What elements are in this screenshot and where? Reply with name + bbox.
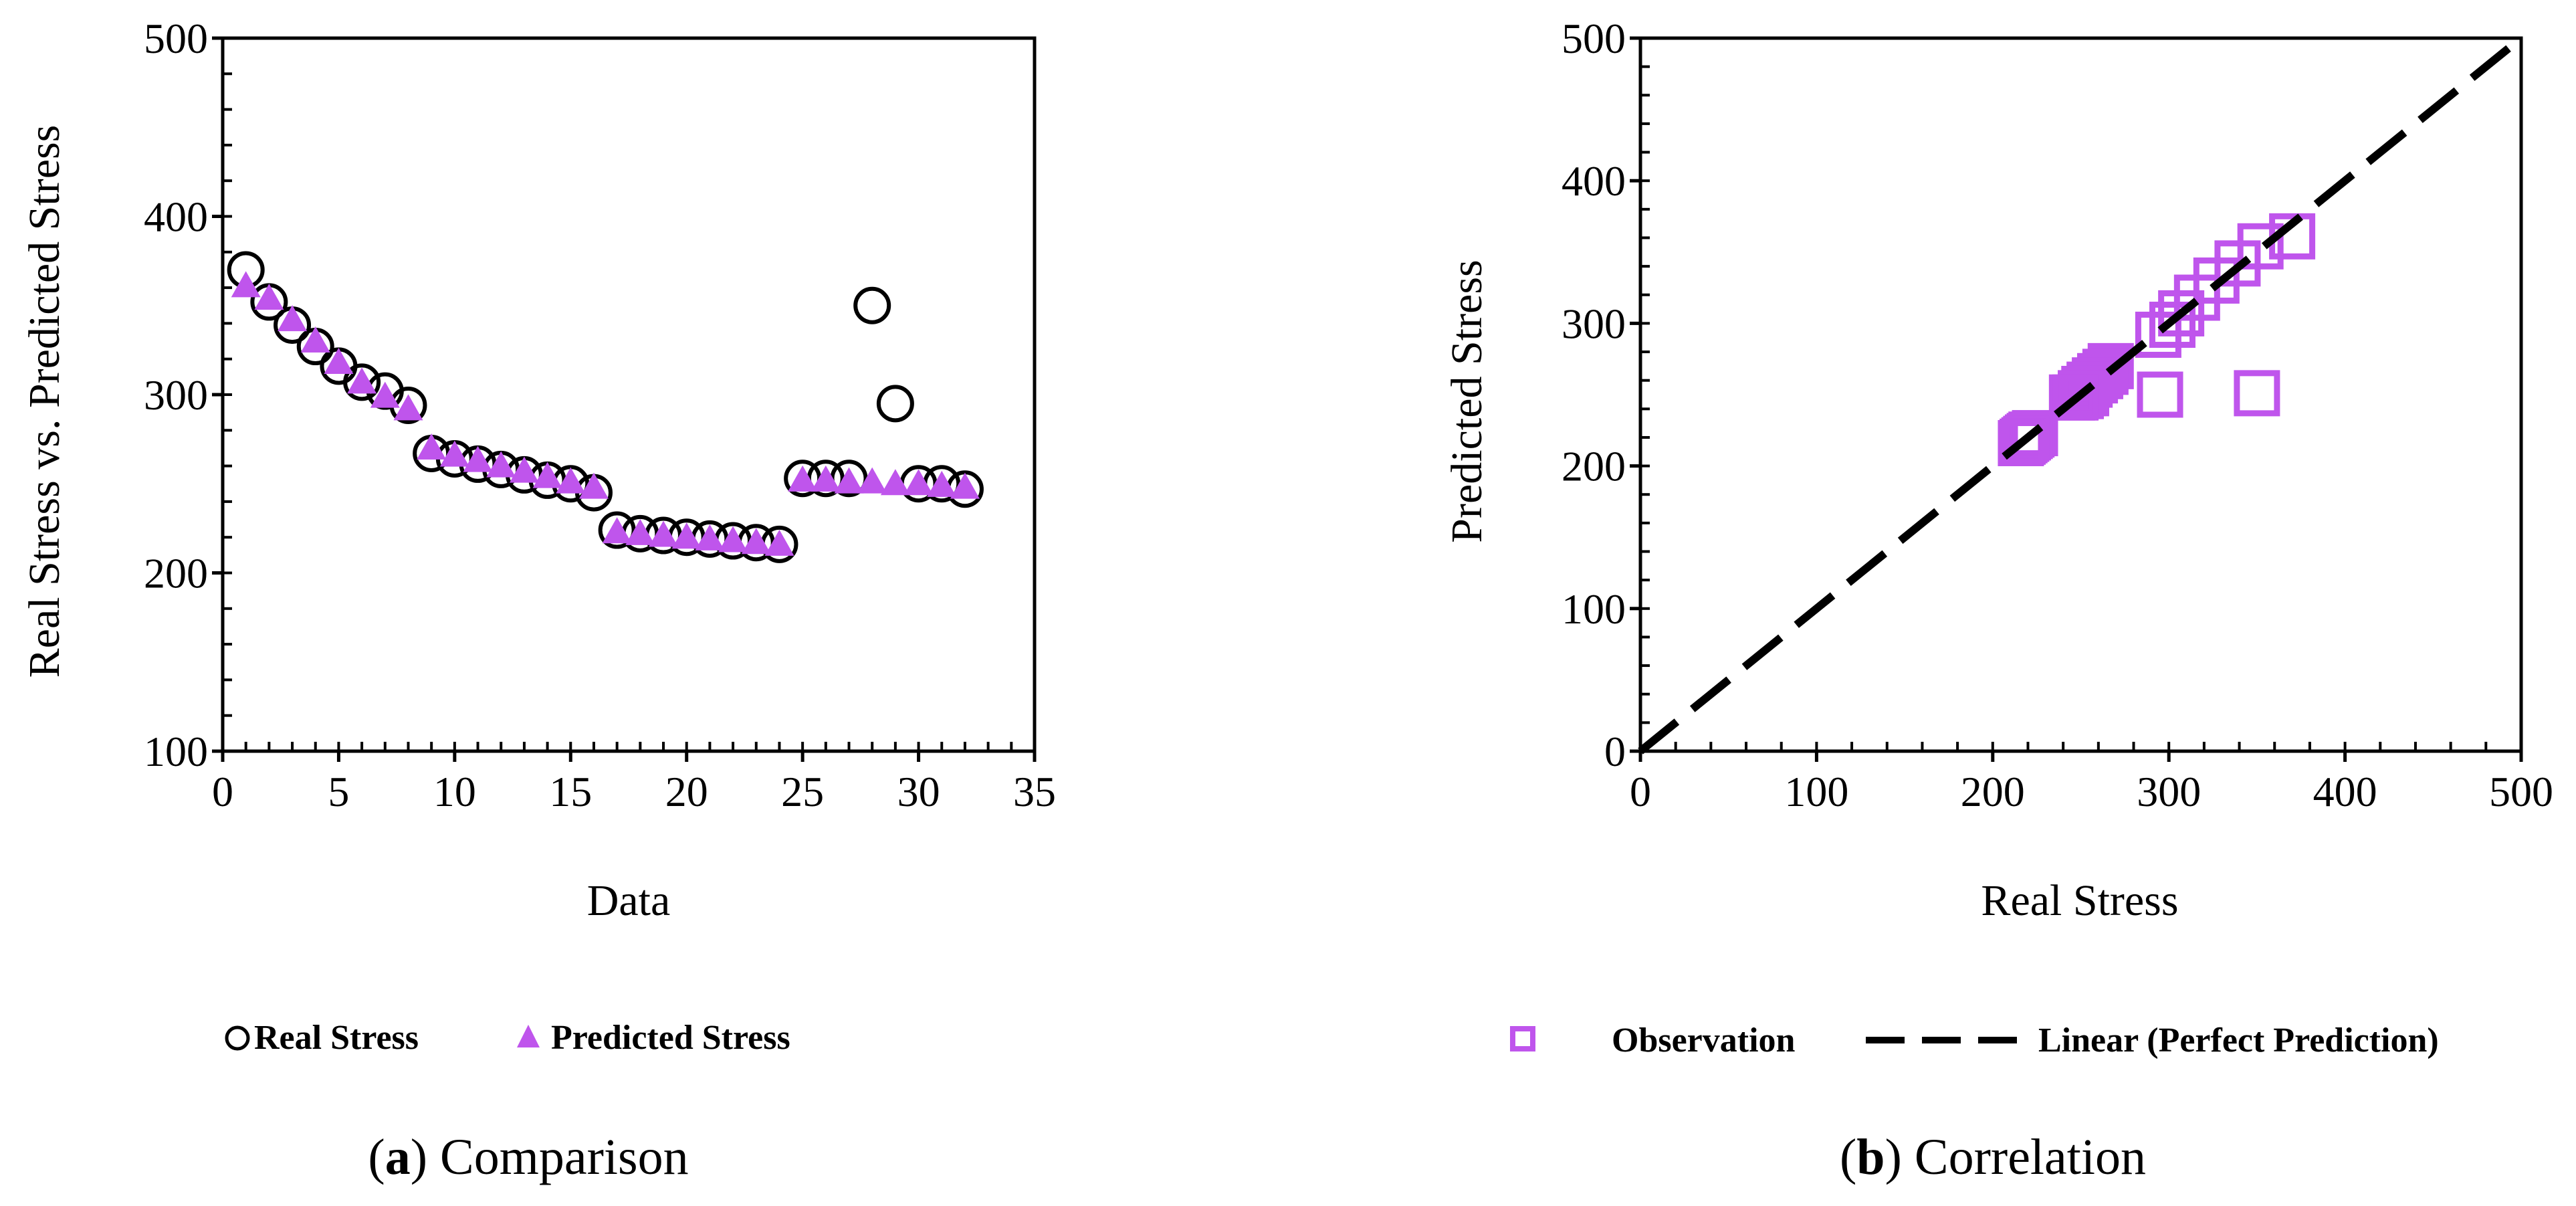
comparison-x-tick-label: 0 [212,768,233,815]
legend-real-stress-label: Real Stress [254,1019,419,1057]
predicted-stress-point [903,469,934,496]
observation-point [2052,374,2099,421]
correlation-y-tick-label: 200 [1562,443,1626,490]
predicted-stress-point [324,348,354,375]
comparison-x-tick-label: 15 [549,768,592,815]
predicted-stress-point [880,469,910,496]
comparison-y-axis-title: Real Stress vs. Predicted Stress [20,125,69,678]
comparison-x-tick-label: 25 [781,768,824,815]
comparison-x-tick-label: 30 [897,768,940,815]
comparison-x-tick-label: 20 [665,768,708,815]
comparison-legend: Real Stress Predicted Stress [225,1019,790,1057]
observation-point [2137,371,2183,418]
comparison-y-tick-label: 200 [144,550,208,597]
predicted-stress-point [602,517,632,544]
predicted-stress-point [347,367,377,394]
correlation-y-tick-label: 400 [1562,157,1626,205]
correlation-plot-frame [1638,36,2523,753]
correlation-x-tick-label: 400 [2313,768,2377,815]
caption-correlation-text: Correlation [1915,1129,2146,1185]
observation-point [1998,419,2044,466]
correlation-y-tick-label: 0 [1604,728,1626,775]
predicted-stress-point [718,526,748,552]
predicted-stress-point [231,271,261,298]
predicted-stress-point [578,472,609,499]
predicted-stress-point [556,467,586,494]
predicted-stress-point [834,467,864,494]
observation-point [2149,302,2195,348]
caption-comparison: (a) Comparison [368,1129,688,1185]
predicted-stress-point [417,433,447,460]
real-stress-point [853,286,891,324]
comparison-x-axis-title: Data [587,876,671,925]
caption-comparison-text: Comparison [440,1129,689,1185]
comparison-x-tick-label: 35 [1013,768,1056,815]
comparison-plot-frame [221,36,1037,753]
perfect-prediction-line [1638,35,2524,755]
legend-observation-label: Observation [1612,1021,1796,1060]
comparison-y-tick-label: 500 [144,15,208,62]
correlation-x-tick-label: 500 [2489,768,2553,815]
correlation-x-tick-label: 300 [2137,768,2201,815]
correlation-x-tick-label: 200 [1961,768,2025,815]
comparison-plot-area: 0 5 10 15 20 25 30 35 100 200 300 400 500 [144,15,1056,815]
correlation-legend: Observation Linear (Perfect Prediction) [1510,1021,2439,1060]
caption-comparison-letter: a [385,1129,411,1185]
predicted-stress-point [695,524,725,550]
correlation-y-tick-label: 300 [1562,300,1626,347]
comparison-x-tick-label: 5 [328,768,349,815]
legend-predicted-stress-label: Predicted Stress [551,1019,790,1057]
predicted-stress-point [278,305,308,332]
real-stress-point [598,511,636,549]
correlation-x-tick-label: 100 [1784,768,1848,815]
predicted-stress-point [370,381,400,408]
predicted-stress-point [649,520,679,547]
observation-point [2234,370,2280,417]
comparison-y-tick-label: 300 [144,371,208,419]
predicted-stress-point [811,465,841,492]
panel-correlation: 0 100 200 300 400 500 0 100 200 300 400 500 Real St… [1442,15,2553,1185]
predicted-stress-point [927,470,957,497]
predicted-stress-point [532,462,562,488]
comparison-y-tick-label: 400 [144,193,208,241]
predicted-stress-point [764,529,794,556]
predicted-stress-point [486,451,516,478]
predicted-stress-point [950,472,980,499]
predicted-stress-point [439,440,469,467]
comparison-x-tick-label: 10 [433,768,476,815]
correlation-y-tick-label: 100 [1562,585,1626,633]
caption-correlation: (b) Correlation [1840,1129,2146,1185]
predicted-stress-point [254,284,284,310]
predicted-stress-point [857,467,887,494]
legend-linear-label: Linear (Perfect Prediction) [2038,1021,2439,1060]
legend-real-stress-marker [225,1025,250,1051]
predicted-stress-point [393,394,423,421]
legend-observation-marker [1510,1026,1535,1051]
panel-comparison: 0 5 10 15 20 25 30 35 100 200 300 400 500 Data Real … [20,15,1056,1185]
predicted-stress-point [788,465,818,492]
real-stress-point [343,363,381,401]
correlation-plot-area: 0 100 200 300 400 500 0 100 200 300 400 500 [1562,15,2553,815]
correlation-x-axis-title: Real Stress [1981,876,2178,925]
correlation-y-axis-title: Predicted Stress [1442,260,1491,542]
predicted-stress-point [625,518,655,545]
observation-point [2173,274,2220,321]
predicted-stress-point [300,326,330,353]
predicted-stress-point [463,445,493,472]
correlation-y-tick-label: 500 [1562,15,1626,62]
predicted-stress-point [741,528,771,555]
observation-point [2135,311,2181,358]
predicted-stress-point [671,522,702,549]
comparison-y-tick-label: 100 [144,728,208,775]
correlation-x-tick-label: 0 [1630,768,1651,815]
caption-correlation-letter: b [1856,1129,1885,1185]
real-stress-point [876,385,914,423]
legend-predicted-stress-marker [517,1025,540,1047]
predicted-stress-point [509,456,539,483]
